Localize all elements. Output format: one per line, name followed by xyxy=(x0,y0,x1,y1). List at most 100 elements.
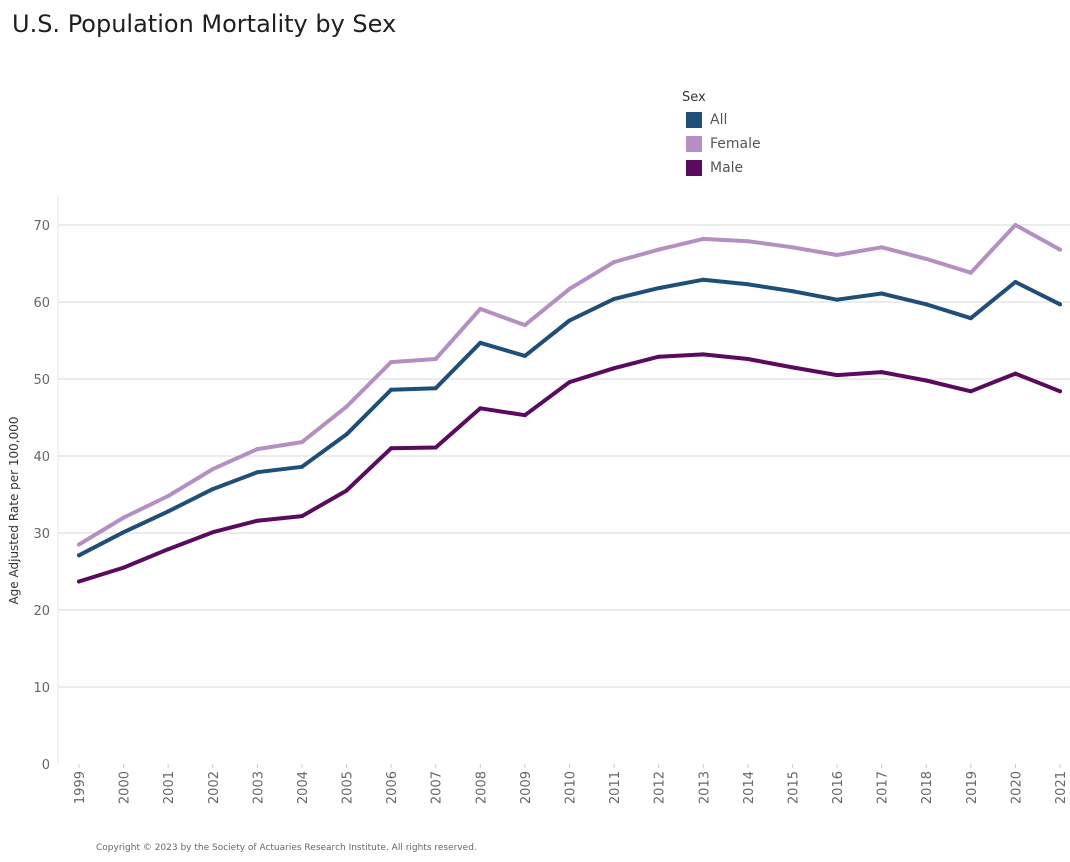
legend-swatch-female xyxy=(686,136,702,152)
data-point-male xyxy=(344,488,349,493)
x-tick-label: 2008 xyxy=(474,771,489,804)
data-point-female xyxy=(924,256,929,261)
x-tick-label: 2009 xyxy=(519,771,534,804)
data-point-female xyxy=(1013,223,1018,227)
x-tick-label: 2006 xyxy=(385,771,400,804)
x-tick-label: 2013 xyxy=(697,771,712,804)
data-point-male xyxy=(1013,371,1018,376)
data-point-female xyxy=(612,260,617,264)
data-point-male xyxy=(835,373,839,378)
data-point-all xyxy=(968,316,973,321)
data-point-all xyxy=(790,289,795,294)
data-point-male xyxy=(255,518,260,523)
data-point-all xyxy=(656,286,661,291)
y-tick-label: 20 xyxy=(33,604,50,619)
data-point-all xyxy=(344,432,349,437)
legend-title: Sex xyxy=(682,90,706,105)
x-tick-label: 2001 xyxy=(162,771,177,804)
data-point-male xyxy=(300,514,304,519)
x-tick-label: 2000 xyxy=(118,771,133,804)
y-tick-label: 0 xyxy=(42,758,50,773)
x-tick-label: 2012 xyxy=(653,771,668,804)
x-tick-label: 2004 xyxy=(296,771,311,804)
x-tick-label: 2005 xyxy=(341,771,356,804)
copyright-footer: Copyright © 2023 by the Society of Actua… xyxy=(96,843,477,853)
legend-label-all: All xyxy=(710,112,728,128)
data-point-all xyxy=(612,296,617,301)
legend: Sex All Female Male xyxy=(682,88,761,180)
data-point-all xyxy=(433,386,438,391)
x-tick-label: 2010 xyxy=(564,771,579,804)
data-point-all xyxy=(522,353,527,358)
data-point-male xyxy=(1058,389,1062,394)
data-point-female xyxy=(1058,247,1062,252)
data-point-all xyxy=(255,470,260,475)
x-tick-label: 2003 xyxy=(251,771,266,804)
data-point-female xyxy=(745,239,750,244)
legend-swatch-male xyxy=(686,160,702,176)
data-point-female xyxy=(389,360,394,365)
x-tick-label: 2002 xyxy=(207,771,222,804)
x-tick-label: 1999 xyxy=(73,771,88,804)
data-point-all xyxy=(210,487,215,492)
data-point-female xyxy=(522,323,527,328)
x-tick-label: 2020 xyxy=(1009,771,1024,804)
legend-item-male[interactable]: Male xyxy=(682,156,761,180)
data-point-female xyxy=(433,357,438,361)
data-point-all xyxy=(701,277,706,282)
data-point-female xyxy=(790,245,795,250)
data-point-male xyxy=(389,446,394,451)
data-point-male xyxy=(210,530,215,535)
legend-label-female: Female xyxy=(710,136,761,152)
y-tick-label: 70 xyxy=(33,219,50,234)
data-point-female xyxy=(210,467,215,472)
x-tick-label: 2007 xyxy=(430,771,445,804)
data-point-female xyxy=(656,247,661,252)
data-point-female xyxy=(835,253,839,257)
legend-item-all[interactable]: All xyxy=(682,108,761,132)
data-point-male xyxy=(612,366,617,371)
data-point-male xyxy=(656,354,661,359)
data-point-female xyxy=(166,494,171,498)
legend-item-female[interactable]: Female xyxy=(682,132,761,156)
data-point-all xyxy=(300,464,304,469)
x-tick-label: 2021 xyxy=(1054,771,1069,804)
data-point-female xyxy=(344,404,349,409)
data-point-female xyxy=(968,270,973,275)
legend-label-male: Male xyxy=(710,160,744,176)
series-line-male xyxy=(77,352,1062,584)
data-point-female xyxy=(300,440,304,445)
series-line-female xyxy=(77,223,1062,547)
y-tick-label: 30 xyxy=(33,527,50,542)
data-point-all xyxy=(389,387,394,392)
data-point-all xyxy=(567,318,572,323)
data-point-all xyxy=(478,340,483,345)
y-tick-label: 10 xyxy=(33,681,50,696)
data-point-male xyxy=(478,406,483,411)
data-point-male xyxy=(968,389,973,394)
data-point-male xyxy=(745,357,750,361)
x-tick-label: 2015 xyxy=(786,771,801,804)
data-point-male xyxy=(77,579,81,584)
data-point-male xyxy=(522,413,527,418)
x-tick-label: 2014 xyxy=(742,771,757,804)
data-point-female xyxy=(567,286,572,291)
data-point-female xyxy=(478,306,483,311)
legend-swatch-all xyxy=(686,112,702,128)
data-point-male xyxy=(924,378,929,383)
data-point-female xyxy=(77,542,81,547)
data-point-all xyxy=(166,509,171,514)
data-point-male xyxy=(790,365,795,370)
data-point-all xyxy=(77,553,81,558)
y-tick-label: 50 xyxy=(33,373,50,388)
x-tick-label: 2019 xyxy=(965,771,980,804)
data-point-male xyxy=(567,380,572,385)
y-tick-label: 40 xyxy=(33,450,50,465)
x-tick-label: 2018 xyxy=(920,771,935,804)
data-point-all xyxy=(745,282,750,287)
data-point-all xyxy=(1013,280,1018,284)
data-point-all xyxy=(835,297,839,302)
data-point-female xyxy=(701,236,706,241)
data-point-male xyxy=(166,547,171,552)
